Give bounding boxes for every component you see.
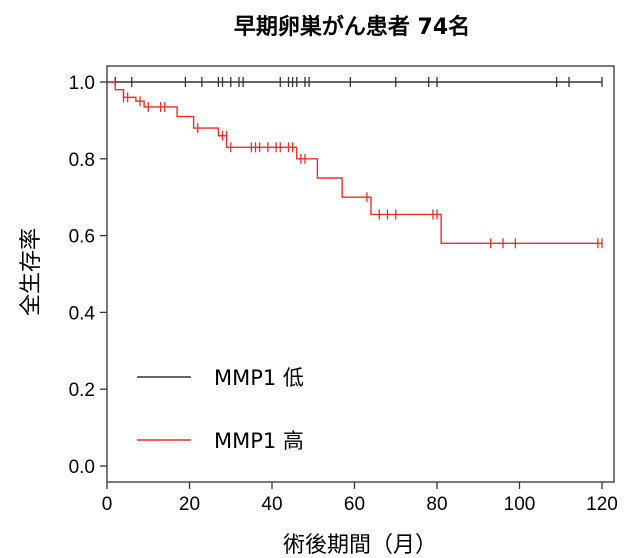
chart-title: 早期卵巣がん患者 74名 bbox=[234, 14, 470, 40]
y-tick-label-0: 0.0 bbox=[69, 457, 95, 478]
x-tick-label-6: 120 bbox=[586, 494, 618, 515]
x-tick-label-1: 20 bbox=[179, 494, 200, 515]
x-tick-label-4: 80 bbox=[426, 494, 447, 515]
plot-frame bbox=[106, 65, 615, 483]
legend-label-0: MMP1 低 bbox=[214, 366, 304, 390]
y-tick-label-4: 0.8 bbox=[69, 150, 95, 171]
y-tick-label-1: 0.2 bbox=[69, 380, 95, 401]
x-tick-label-5: 100 bbox=[504, 494, 536, 515]
x-tick-label-3: 60 bbox=[344, 494, 365, 515]
series-layer bbox=[107, 77, 603, 249]
x-axis-label: 術後期間（月） bbox=[283, 533, 437, 558]
x-tick-label-0: 0 bbox=[102, 494, 113, 515]
axes: 0 20 40 60 80 100 120 0.0 0.2 0.4 0.6 0.8 1.0 bbox=[69, 73, 618, 515]
y-axis-label: 全生存率 bbox=[19, 228, 44, 316]
series-line-1 bbox=[107, 81, 602, 244]
series-0 bbox=[107, 77, 603, 87]
legend-label-1: MMP1 高 bbox=[214, 429, 304, 453]
y-tick-label-2: 0.4 bbox=[69, 303, 96, 324]
x-tick-label-2: 40 bbox=[261, 494, 282, 515]
series-1 bbox=[107, 81, 603, 249]
y-tick-label-3: 0.6 bbox=[69, 227, 95, 248]
y-tick-label-5: 1.0 bbox=[69, 73, 95, 94]
legend: MMP1 低 MMP1 高 bbox=[137, 366, 304, 453]
